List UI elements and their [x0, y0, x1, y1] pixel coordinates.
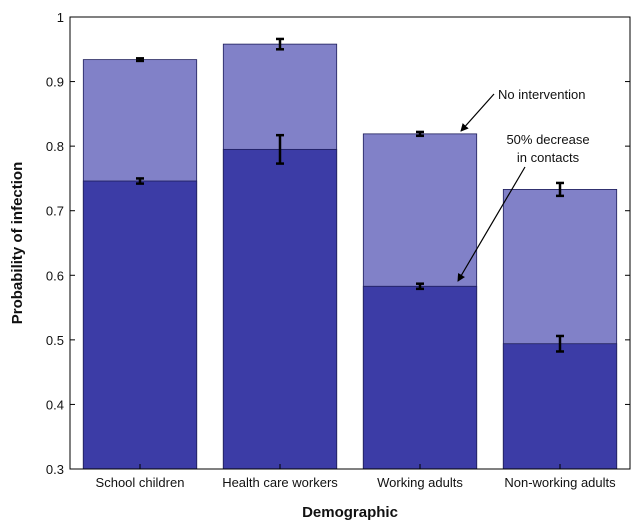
- y-tick-label: 0.7: [46, 204, 64, 219]
- bar-series1-2: [362, 285, 478, 470]
- error-bars: [136, 37, 564, 353]
- y-tick-label: 1: [57, 10, 64, 25]
- y-tick-label: 0.5: [46, 333, 64, 348]
- y-axis-title: Probability of infection: [9, 162, 26, 325]
- annotation-no-intervention: No intervention: [498, 87, 585, 102]
- y-axis: 0.3 0.4 0.5 0.6 0.7 0.8 0.9 1: [46, 10, 630, 477]
- x-axis-title: Demographic: [302, 504, 398, 521]
- plot-frame: [69, 16, 631, 470]
- x-tick-label: Non-working adults: [504, 475, 616, 490]
- annotation-arrow-decrease: [457, 166, 526, 282]
- error-bar-series0-2: [416, 130, 424, 138]
- annotation-decrease-line2: in contacts: [517, 150, 580, 165]
- error-bar-series1-1: [276, 133, 284, 165]
- error-bar-series0-3: [556, 181, 564, 198]
- y-tick-label: 0.3: [46, 462, 64, 477]
- bar-series1-0: [82, 180, 198, 470]
- x-axis: School children Health care workers Workin…: [96, 464, 616, 490]
- x-tick-label: Working adults: [377, 475, 463, 490]
- x-tick-label: School children: [96, 475, 185, 490]
- error-bar-series1-3: [556, 334, 564, 353]
- y-tick-label: 0.8: [46, 139, 64, 154]
- y-tick-label: 0.6: [46, 268, 64, 283]
- y-tick-label: 0.9: [46, 75, 64, 90]
- error-bar-series0-1: [276, 37, 284, 51]
- annotation-decrease-line1: 50% decrease: [506, 132, 589, 147]
- error-bar-series1-0: [136, 177, 144, 185]
- x-tick-label: Health care workers: [222, 475, 338, 490]
- y-tick-label: 0.4: [46, 397, 64, 412]
- bar-series1-1: [222, 148, 338, 470]
- error-bar-series1-2: [416, 282, 424, 291]
- bars: [82, 43, 618, 470]
- error-bar-series0-0: [136, 57, 144, 63]
- bar-series1-3: [502, 343, 618, 470]
- annotation-arrow-no-intervention: [460, 93, 495, 132]
